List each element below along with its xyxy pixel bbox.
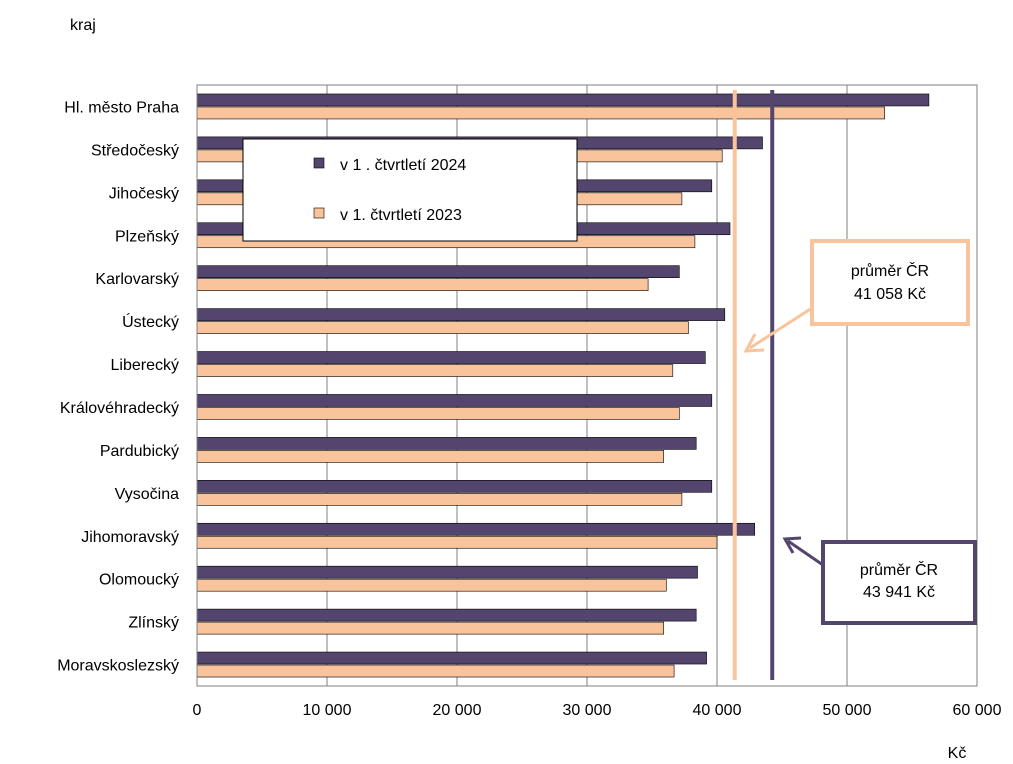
x-tick-label: 40 000: [693, 702, 742, 719]
bar-2024: [196, 394, 713, 407]
x-axis-title: Kč: [948, 745, 967, 762]
x-tick-label: 0: [193, 702, 202, 719]
legend-box: [242, 138, 578, 242]
legend: v 1 . čtvrtletí 2024 v 1. čtvrtletí 2023: [242, 138, 578, 242]
category-label: Karlovarský: [95, 271, 179, 288]
bar-2023: [196, 493, 683, 506]
legend-label-2023: v 1. čtvrtletí 2023: [340, 207, 462, 224]
bar-2024: [196, 308, 726, 321]
x-tick-label: 20 000: [433, 702, 482, 719]
category-label: Liberecký: [111, 357, 179, 374]
category-label: Jihomoravský: [81, 529, 179, 546]
average-note-2023: průměr ČR 41 058 Kč: [743, 239, 970, 353]
average-note-2023-line2: 41 058 Kč: [854, 286, 926, 303]
category-label: Vysočina: [115, 486, 179, 503]
bar-2023: [196, 621, 665, 635]
bar-2023: [196, 578, 667, 592]
bar-2023: [196, 364, 674, 377]
bar-2023: [196, 106, 886, 120]
bar-2023: [196, 407, 680, 420]
bar-2024: [196, 522, 756, 536]
average-note-2024-arrowhead: [782, 536, 802, 554]
bar-2024: [196, 437, 697, 450]
x-tick-label: 10 000: [303, 702, 352, 719]
bar-2024: [196, 608, 697, 622]
average-note-2023-line1: průměr ČR: [851, 261, 929, 280]
bar-2024: [196, 351, 706, 364]
category-label: Plzeňský: [115, 228, 179, 245]
category-label: Zlínský: [128, 615, 179, 632]
average-note-2024-box: [821, 540, 977, 625]
category-label: Olomoucký: [99, 572, 179, 589]
x-tick-label: 60 000: [953, 702, 1002, 719]
legend-swatch-2023: [313, 207, 325, 219]
average-note-2024-arrow: [787, 539, 824, 567]
x-tick-labels: 0 10 000 20 000 30 000 40 000 50 000 60 000: [193, 702, 1002, 719]
legend-swatch-2024: [313, 157, 325, 169]
x-tick-label: 50 000: [823, 702, 872, 719]
average-note-2024-line2: 43 941 Kč: [863, 584, 935, 601]
category-label: Ústecký: [122, 312, 179, 331]
bar-2024: [196, 565, 698, 579]
category-label: Moravskoslezský: [57, 658, 179, 675]
bar-2023: [196, 535, 718, 549]
average-note-2024-line1: průměr ČR: [860, 560, 938, 579]
average-note-2024: průměr ČR 43 941 Kč: [782, 536, 977, 625]
y-axis-title: kraj: [70, 17, 96, 34]
bar-2024: [196, 480, 713, 493]
bar-2023: [196, 450, 665, 463]
category-label: Jihočeský: [109, 185, 179, 202]
category-label: Hl. město Praha: [64, 99, 179, 116]
x-tick-label: 30 000: [563, 702, 612, 719]
average-note-2023-box: [810, 239, 970, 326]
bar-2023: [196, 664, 675, 678]
bar-2024: [196, 93, 930, 107]
plot-frame: [196, 84, 978, 687]
bar-2023: [196, 278, 649, 291]
bar-2023: [196, 321, 689, 334]
average-note-2023-arrowhead: [743, 333, 765, 353]
category-label: Středočeský: [91, 142, 179, 159]
bar-2024: [196, 265, 680, 278]
average-note-2023-arrow: [749, 306, 813, 350]
category-label: Královéhradecký: [60, 400, 179, 417]
reference-lines: [732, 90, 775, 680]
bar-2024: [196, 651, 707, 665]
category-labels: Hl. město Praha Středočeský Jihočeský Plzeň…: [57, 99, 179, 674]
category-label: Pardubický: [100, 443, 179, 460]
legend-label-2024: v 1 . čtvrtletí 2024: [340, 157, 466, 174]
